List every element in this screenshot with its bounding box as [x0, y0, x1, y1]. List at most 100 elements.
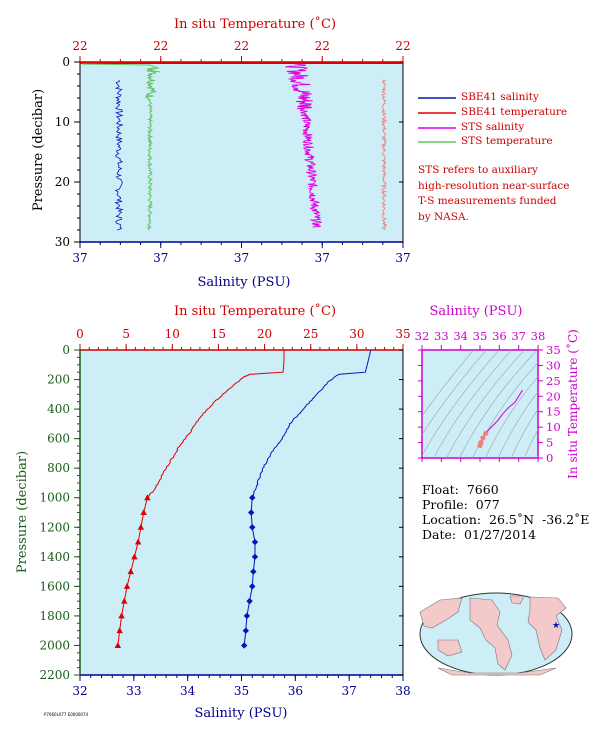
salinity-point: [249, 494, 256, 501]
trace-sts-temperature: [145, 67, 157, 231]
temperature-point: [134, 538, 142, 545]
ts-sal-tick-label: 34: [453, 329, 468, 343]
trace-sts-salinity: [285, 63, 322, 228]
top-temp-tick-label: 22: [395, 39, 410, 53]
top-sal-tick-label: 37: [395, 251, 410, 265]
bottom-axes: 0 5 10 15 20 25 30 35 32 33 34 35 36 37 38 0 200 400 600 80…: [39, 327, 410, 698]
top-pressure-tick-label: 10: [55, 115, 70, 129]
salinity-point: [242, 627, 250, 634]
sal-tick-label: 36: [288, 684, 303, 698]
temp-tick-label: 10: [165, 327, 180, 341]
temperature-point: [144, 494, 151, 501]
pressure-tick-label: 0: [62, 343, 70, 357]
map-land-americas: [469, 597, 513, 671]
top-pressure-axis-label: Pressure (decibar): [31, 89, 46, 211]
ts-deep-point: [483, 430, 489, 436]
full-profile-chart: 0 5 10 15 20 25 30 35 32 33 34 35 36 37 38 0 200 400 600 80…: [15, 303, 411, 721]
legend: [418, 97, 456, 143]
ts-temp-tick-label: 25: [546, 374, 561, 388]
top-sal-tick-label: 37: [315, 251, 330, 265]
pressure-tick-label: 600: [47, 432, 70, 446]
ts-isopycnal: [433, 350, 513, 458]
sts-note: STS refers to auxiliary high-resolution …: [418, 164, 570, 223]
temp-tick-label: 5: [122, 327, 130, 341]
legend-label-sts-salinity: STS salinity: [461, 121, 525, 133]
ts-sal-tick-label: 33: [434, 329, 449, 343]
ts-sal-tick-label: 36: [492, 329, 507, 343]
ts-deep-point: [480, 435, 486, 441]
ts-isopycnal: [510, 408, 538, 458]
temp-tick-label: 20: [257, 327, 272, 341]
bottom-pressure-axis-label: Pressure (decibar): [15, 451, 30, 573]
top-temp-tick-label: 22: [234, 39, 249, 53]
sal-tick-label: 35: [234, 684, 249, 698]
ts-isopycnal: [497, 391, 538, 458]
map-land-australia: [437, 639, 463, 657]
top-traces: [80, 62, 403, 231]
pressure-tick-label: 1600: [39, 579, 70, 593]
sal-tick-label: 32: [72, 684, 87, 698]
ts-deep-point: [478, 439, 484, 446]
salinity-point: [240, 642, 248, 649]
temperature-point: [114, 641, 122, 648]
ts-isopycnal: [459, 350, 538, 458]
salinity-point: [249, 583, 256, 590]
salinity-point: [251, 553, 259, 561]
temp-tick-label: 15: [211, 327, 226, 341]
ts-sal-tick-label: 38: [531, 329, 546, 343]
trace-sbe41-salinity: [114, 79, 124, 231]
profile-number: Profile: 077: [422, 497, 500, 512]
map-land-europe-africa: [527, 596, 567, 661]
ts-temp-tick-label: 5: [546, 436, 553, 450]
location: Location: 26.5˚N -36.2˚E: [422, 512, 590, 527]
salinity-point: [250, 568, 257, 575]
temp-tick-label: 0: [76, 327, 84, 341]
sal-tick-label: 33: [126, 684, 141, 698]
pressure-tick-label: 1000: [39, 491, 70, 505]
sal-tick-label: 34: [180, 684, 196, 698]
temp-tick-label: 30: [349, 327, 364, 341]
temperature-point: [140, 509, 147, 515]
ts-isopycnal: [422, 350, 487, 436]
ts-isopycnal: [422, 350, 474, 417]
ts-sal-tick-label: 32: [415, 329, 430, 343]
top-sal-tick-label: 37: [72, 251, 87, 265]
ts-trace: [477, 389, 523, 448]
ts-isopycnal: [472, 362, 538, 458]
top-plot-background: [79, 61, 404, 243]
legend-label-sbe41-salinity: SBE41 salinity: [461, 91, 539, 103]
salinity-point: [251, 538, 259, 546]
bottom-traces: [114, 349, 372, 649]
ts-salinity-axis-label: Salinity (PSU): [430, 304, 523, 319]
top-sal-tick-label: 37: [234, 251, 249, 265]
pressure-tick-label: 200: [47, 373, 70, 387]
sal-tick-label: 38: [395, 684, 410, 698]
top-temperature-axis-label: In situ Temperature (˚C): [174, 16, 336, 32]
temp-tick-label: 35: [395, 327, 410, 341]
top-temp-tick-label: 22: [153, 39, 168, 53]
top-pressure-tick-label: 0: [62, 55, 70, 69]
pressure-tick-label: 2200: [39, 668, 70, 682]
ts-temperature-axis-label: In situ Temperature (˚C): [565, 329, 580, 479]
pressure-tick-label: 1200: [39, 520, 70, 534]
trace-sts-temperature-right: [380, 79, 388, 231]
legend-label-sts-temperature: STS temperature: [461, 135, 553, 147]
salinity-point: [243, 612, 251, 620]
ts-density-contours: [422, 350, 538, 458]
top-salinity-axis-label: Salinity (PSU): [198, 275, 291, 290]
pressure-tick-label: 2000: [39, 638, 70, 652]
map-land-antarctica: [437, 667, 557, 676]
bottom-plot-background: [79, 349, 404, 676]
pressure-tick-label: 1800: [39, 609, 70, 623]
date: Date: 01/27/2014: [422, 527, 537, 542]
bottom-salinity-axis-label: Salinity (PSU): [195, 706, 288, 721]
ts-temp-tick-label: 15: [546, 405, 561, 419]
ts-isopycnal: [422, 350, 500, 457]
ts-sal-tick-label: 35: [473, 329, 488, 343]
temperature-point: [127, 568, 134, 575]
legend-label-sbe41-temperature: SBE41 temperature: [461, 106, 568, 118]
top-sal-tick-label: 37: [153, 251, 168, 265]
pressure-tick-label: 1400: [39, 550, 70, 564]
